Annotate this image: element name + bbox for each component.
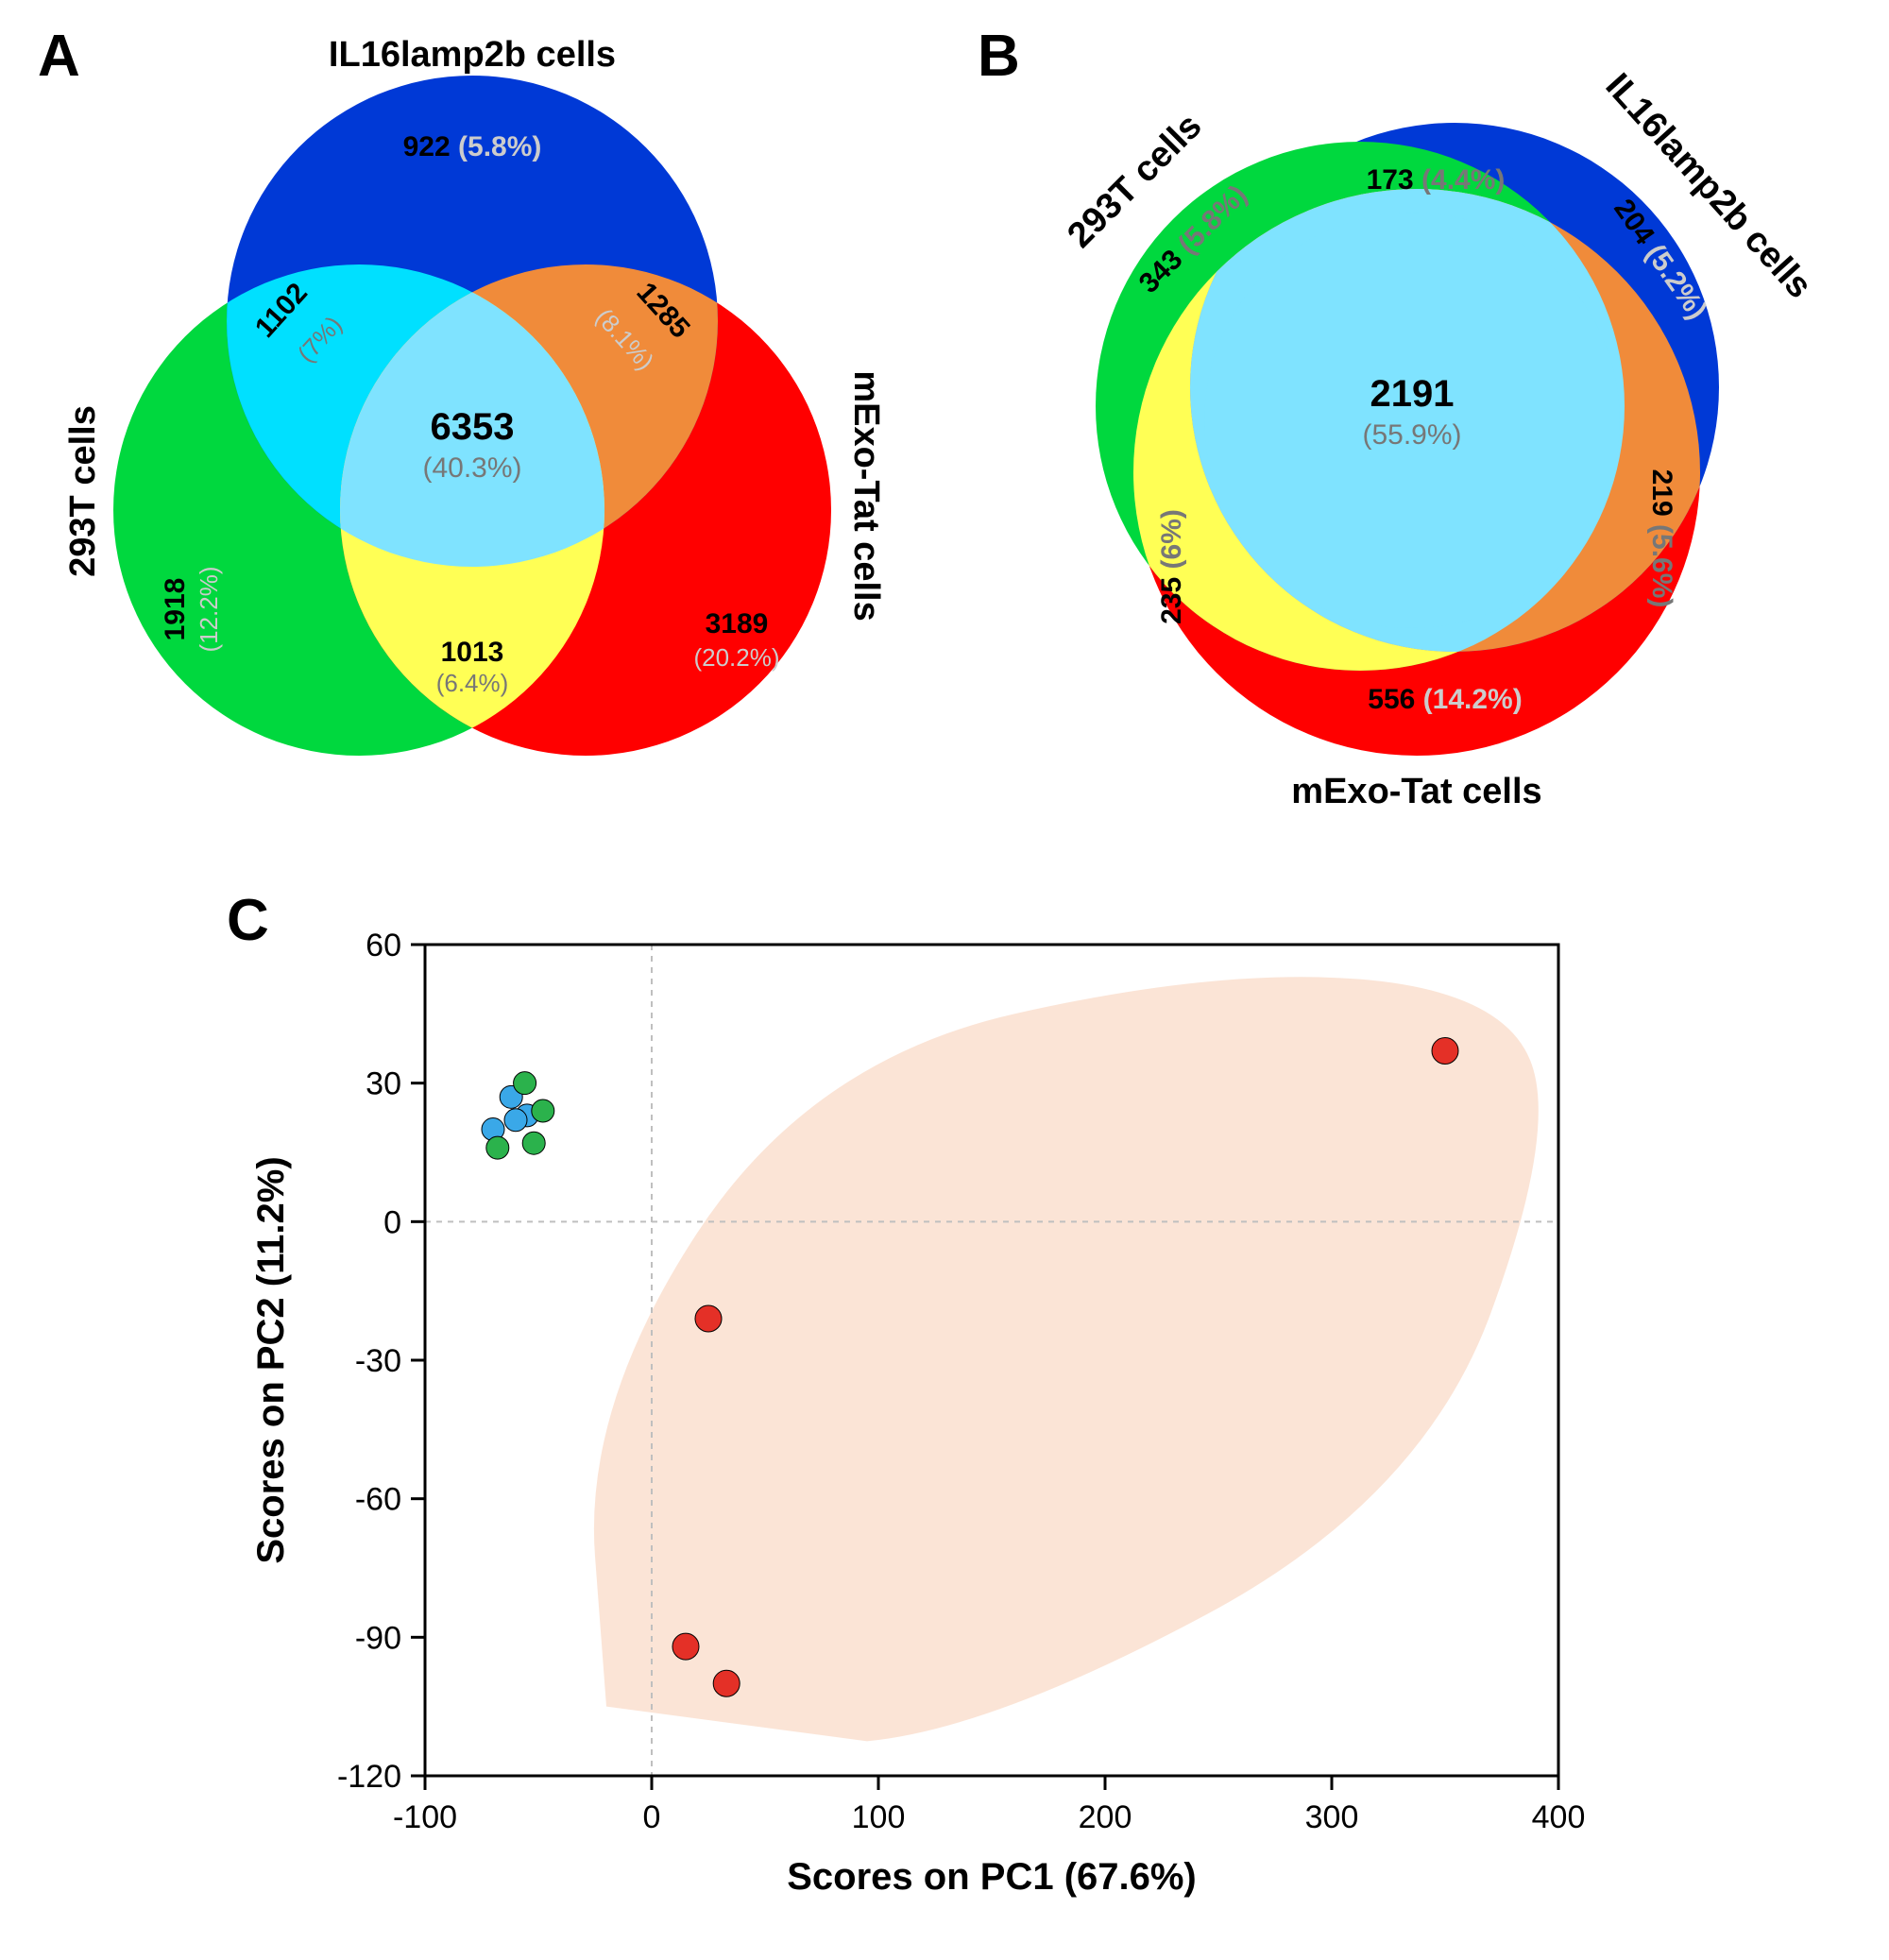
venn-a-center-pct: (40.3%) (422, 452, 521, 484)
red-point (672, 1633, 699, 1660)
venn-a-title-left: 293T cells (63, 405, 103, 577)
y-tick-label: -30 (355, 1343, 401, 1379)
green-point (522, 1132, 545, 1154)
green-point (532, 1099, 554, 1122)
venn-b-top-count: 173 (1367, 164, 1414, 196)
venn-b-ri-count: 219 (1646, 469, 1677, 517)
venn-a-right-pct: (20.2%) (693, 643, 779, 672)
green-point (486, 1136, 509, 1159)
venn-a-left-count: 1918 (160, 578, 191, 641)
red-point (1432, 1037, 1458, 1064)
x-tick-label: 100 (852, 1799, 906, 1835)
svg-text:219 (5.6%): 219 (5.6%) (1646, 469, 1677, 608)
x-tick-label: -100 (393, 1799, 457, 1835)
venn-a-lr-count: 1013 (441, 637, 504, 668)
venn-a-top-pct: (5.8%) (458, 131, 541, 162)
y-tick-label: 0 (383, 1204, 401, 1240)
svg-text:173 (4.4%): 173 (4.4%) (1367, 164, 1506, 196)
x-ticks: -100 0 100 200 300 400 (393, 1776, 1585, 1835)
x-tick-label: 400 (1532, 1799, 1586, 1835)
panel-a-letter: A (38, 24, 80, 89)
y-tick-label: -90 (355, 1620, 401, 1656)
panel-b-letter: B (978, 24, 1020, 89)
venn-a-right-count: 3189 (706, 608, 769, 639)
x-axis-label: Scores on PC1 (67.6%) (787, 1856, 1197, 1898)
venn-b-ri-pct: (5.6%) (1646, 524, 1677, 607)
venn-b-center-count: 2191 (1370, 373, 1455, 415)
panel-a: A 922 (5.8%) 1102 (7%) 1285 (8.1%) 6353 … (0, 0, 944, 850)
svg-text:556 (14.2%): 556 (14.2%) (1368, 684, 1522, 715)
panel-c-letter: C (227, 888, 269, 953)
x-tick-label: 0 (643, 1799, 661, 1835)
venn-b-bot-pct: (14.2%) (1423, 684, 1523, 715)
blue-point (504, 1109, 527, 1132)
y-axis-label: Scores on PC2 (11.2%) (250, 1156, 292, 1563)
red-point (695, 1305, 722, 1332)
venn-b-title-bottom: mExo-Tat cells (1291, 772, 1541, 811)
venn-a-left-pct: (12.2%) (195, 566, 223, 652)
red-point (713, 1670, 740, 1696)
venn-a-center-count: 6353 (431, 406, 515, 448)
venn-b-center-pct: (55.9%) (1362, 419, 1461, 451)
y-tick-label: 60 (366, 928, 401, 963)
panel-b: B 173 (4.4%) 343 (5.8%) 204 (5.2%) 2191 … (944, 0, 1889, 850)
venn-a-title-top: IL16lamp2b cells (329, 35, 616, 75)
venn-b-bot-count: 556 (1368, 684, 1415, 715)
x-tick-label: 200 (1079, 1799, 1132, 1835)
y-tick-label: 30 (366, 1066, 401, 1102)
venn-a-title-right: mExo-Tat cells (846, 370, 886, 621)
y-tick-label: -60 (355, 1482, 401, 1518)
y-ticks: -120 -90 -60 -30 0 30 60 (337, 928, 425, 1795)
venn-b-lr-pct: (6%) (1156, 509, 1187, 569)
venn-b-top-pct: (4.4%) (1421, 164, 1505, 196)
green-point (514, 1072, 536, 1095)
venn-b-lr-count: 235 (1156, 577, 1187, 624)
y-tick-label: -120 (337, 1759, 401, 1795)
venn-a-lr-pct: (6.4%) (436, 669, 509, 697)
svg-text:922 (5.8%): 922 (5.8%) (403, 131, 542, 162)
panel-c: C -100 0 100 200 300 400 -120 -90 -60 -30 0 30 60 S… (208, 869, 1672, 1955)
svg-text:235 (6%): 235 (6%) (1156, 509, 1187, 624)
x-tick-label: 300 (1305, 1799, 1359, 1835)
venn-a-top-count: 922 (403, 131, 451, 162)
